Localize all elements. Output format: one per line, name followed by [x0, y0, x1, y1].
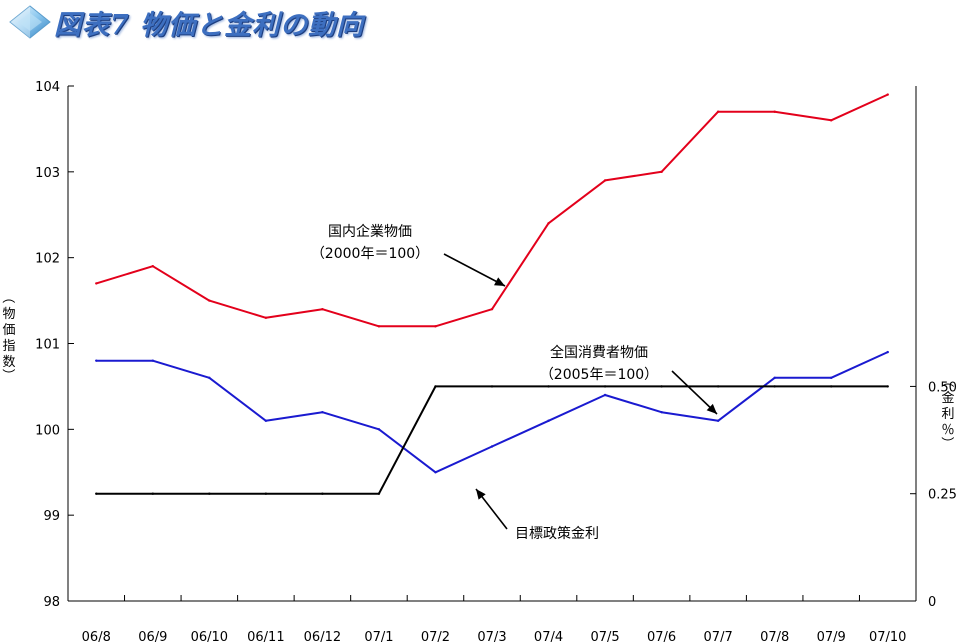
left-tick-label: 104 [35, 80, 60, 95]
policy-rate-arrow-head [476, 489, 486, 500]
x-tick-label: 06/9 [138, 630, 167, 643]
right-axis-label-open: （ [939, 374, 954, 387]
series-2-point [490, 385, 494, 388]
right-axis-label-close: ） [939, 436, 954, 449]
chart-series [95, 93, 889, 495]
series-0-point [603, 179, 607, 182]
cpi-arrow-head [706, 403, 717, 414]
cpi-arrow-shaft [671, 370, 718, 415]
series-line-2 [96, 385, 888, 495]
left-tick-label: 102 [35, 252, 60, 267]
series-2-point [716, 385, 720, 388]
x-tick-label: 06/11 [247, 630, 284, 643]
chart-axes: 98 99 100 101 102 103 104 0 0.25 0.50 06/8 06/9 06/1… [0, 80, 957, 643]
series-2-point [95, 492, 98, 495]
chart-title: 図表7 物価と金利の動向 [54, 9, 365, 41]
series-1-point [321, 410, 324, 414]
right-tick-label: 0 [928, 595, 936, 610]
series-0-point [434, 325, 437, 328]
series-2-point [208, 492, 211, 495]
x-tick-label: 06/8 [82, 630, 111, 643]
cpi-label: 全国消費者物価 [550, 344, 648, 361]
x-tick-label: 07/5 [590, 630, 619, 643]
x-tick-label: 06/10 [191, 630, 228, 643]
series-2-point [434, 385, 437, 388]
series-0-point [830, 119, 833, 122]
series-1-point [208, 376, 211, 380]
chart-title-block: 図表7 物価と金利の動向 [8, 2, 364, 42]
x-tick-label: 06/12 [304, 630, 341, 643]
series-1-point [264, 419, 268, 422]
series-1-point [95, 359, 98, 362]
series-0-point [716, 110, 720, 113]
left-tick-label: 103 [35, 166, 60, 181]
x-tick-label: 07/7 [704, 630, 733, 643]
x-tick-label: 07/4 [534, 630, 563, 643]
x-tick-label: 07/2 [421, 630, 450, 643]
left-tick-label: 99 [43, 509, 60, 524]
series-0-point [660, 170, 663, 174]
x-tick-label: 07/10 [869, 630, 906, 643]
series-2-point [547, 385, 550, 388]
right-axis-label: 金利％ [941, 390, 954, 438]
left-tick-label: 101 [35, 338, 60, 353]
series-1-point [773, 376, 776, 380]
chart-annotations: 国内企業物価 （2000年＝100） 全国消費者物価 （2005年＝100） 目標政策金… [311, 223, 718, 542]
series-1-point [434, 471, 437, 474]
x-tick-label: 07/6 [647, 630, 676, 643]
series-1-point [716, 419, 720, 422]
series-2-point [660, 385, 663, 388]
series-0-point [547, 222, 550, 225]
series-1-point [490, 445, 494, 448]
x-tick-label: 07/3 [477, 630, 506, 643]
series-0-point [773, 110, 776, 113]
cgpi-arrow-shaft [443, 253, 506, 287]
series-2-point [886, 385, 889, 388]
series-0-point [264, 316, 268, 319]
x-tick-label: 07/8 [760, 630, 789, 643]
series-0-point [377, 325, 381, 328]
series-2-point [830, 385, 833, 388]
cgpi-label: 国内企業物価 [328, 223, 412, 240]
series-2-point [151, 492, 154, 495]
left-tick-label: 98 [43, 595, 60, 610]
x-tick-label: 07/1 [364, 630, 393, 643]
series-0-point [95, 282, 98, 285]
series-0-point [321, 307, 324, 311]
series-1-point [886, 350, 889, 354]
series-1-point [830, 376, 833, 380]
series-0-point [208, 299, 211, 302]
series-0-point [886, 93, 889, 96]
series-0-point [490, 307, 494, 311]
left-tick-label: 100 [35, 423, 60, 438]
series-0-point [151, 265, 154, 268]
series-line-1 [96, 351, 889, 474]
diamond-icon [9, 5, 51, 39]
series-2-point [603, 385, 607, 388]
left-axis-label-close: ） [0, 368, 15, 381]
series-1-point [151, 359, 154, 362]
left-axis-label-open: （ [0, 290, 15, 303]
cpi-sublabel: （2005年＝100） [540, 367, 658, 383]
cgpi-sublabel: （2000年＝100） [311, 246, 429, 262]
series-2-point [264, 492, 268, 495]
cgpi-arrow-head [494, 277, 505, 286]
series-1-point [547, 419, 550, 422]
series-2-point [773, 385, 776, 388]
policy-rate-label: 目標政策金利 [515, 525, 599, 542]
series-1-point [660, 410, 663, 414]
series-1-point [603, 393, 607, 397]
series-1-point [377, 428, 381, 431]
series-2-point [321, 492, 324, 495]
right-tick-label: 0.25 [928, 488, 957, 503]
right-tick-label: 0.50 [928, 380, 957, 395]
x-tick-label: 07/9 [817, 630, 846, 643]
series-2-point [377, 492, 381, 495]
series-line-0 [96, 93, 889, 328]
left-axis-label: 物価指数 [2, 307, 15, 370]
